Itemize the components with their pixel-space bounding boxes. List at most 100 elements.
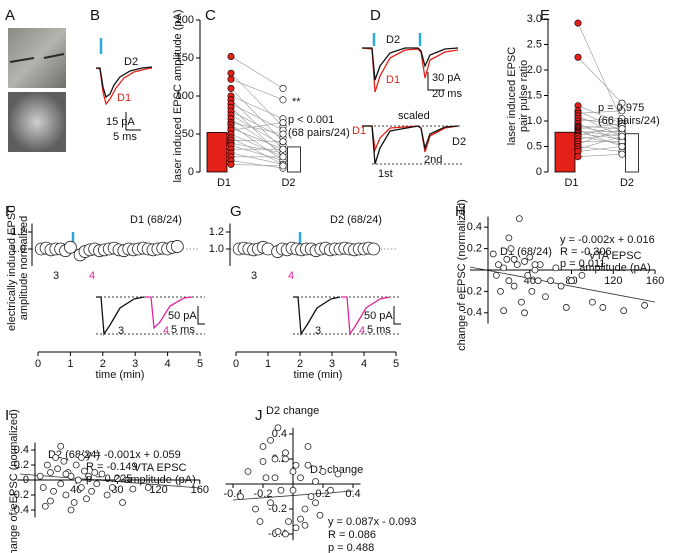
point bbox=[77, 484, 85, 491]
panel-label: H bbox=[455, 203, 466, 220]
annotation: 2nd bbox=[424, 154, 442, 166]
x-tick-label: 5 bbox=[393, 358, 399, 370]
panel-title: D2 (68/24) bbox=[330, 214, 382, 226]
bar bbox=[625, 133, 639, 173]
pair-point bbox=[618, 132, 626, 140]
pair-line bbox=[230, 79, 284, 101]
annotation: p = 0.011 bbox=[560, 258, 605, 270]
point bbox=[85, 472, 92, 480]
axis-label: D2 change bbox=[266, 405, 319, 417]
annotation: y = -0.002x + 0.016 bbox=[560, 234, 655, 246]
annotation: 50 pA bbox=[364, 310, 393, 322]
pair-line bbox=[230, 127, 284, 150]
point bbox=[641, 301, 648, 309]
point bbox=[292, 524, 300, 532]
point bbox=[252, 505, 259, 513]
point bbox=[599, 304, 607, 311]
annotation: 1st bbox=[378, 168, 393, 180]
point bbox=[515, 215, 523, 223]
point bbox=[36, 472, 44, 480]
pair-line bbox=[230, 103, 284, 131]
panel-a-images bbox=[8, 28, 66, 152]
pair-point bbox=[279, 145, 287, 153]
x-tick-label: D1 bbox=[564, 177, 578, 189]
pair-point bbox=[279, 130, 287, 138]
point bbox=[528, 287, 536, 295]
y-tick-label: 100 bbox=[176, 90, 194, 102]
bar bbox=[287, 146, 301, 173]
y-tick-label: -0.2 bbox=[268, 503, 287, 515]
point bbox=[259, 443, 267, 450]
point bbox=[301, 521, 309, 529]
point bbox=[547, 277, 555, 285]
panel-title: D2 (68/24) bbox=[48, 449, 100, 461]
point bbox=[312, 499, 319, 507]
y-tick-label: 3.0 bbox=[527, 13, 542, 25]
point bbox=[562, 304, 570, 311]
y-tick-label: 1.2 bbox=[11, 226, 26, 238]
pair-line bbox=[230, 139, 284, 142]
pair-line bbox=[577, 153, 623, 157]
point bbox=[521, 309, 528, 317]
point bbox=[316, 511, 324, 519]
point bbox=[41, 502, 49, 510]
point bbox=[304, 461, 312, 469]
point bbox=[534, 277, 542, 285]
panel-label: I bbox=[5, 407, 9, 424]
point bbox=[262, 474, 270, 482]
annotation: 3 bbox=[251, 270, 257, 282]
x-tick-label: D2 bbox=[620, 177, 634, 189]
annotation: (66 pairs/24) bbox=[598, 115, 660, 127]
pair-point bbox=[279, 153, 287, 161]
panel-label: B bbox=[90, 7, 100, 24]
annotation: R = -0.149 bbox=[86, 461, 138, 473]
panel-label: C bbox=[205, 7, 216, 24]
panel-label: D bbox=[370, 7, 381, 24]
y-tick-label: 1.5 bbox=[527, 89, 542, 101]
point bbox=[620, 307, 628, 315]
point bbox=[500, 264, 508, 272]
x-tick-label: D1 bbox=[217, 177, 231, 189]
point bbox=[292, 461, 300, 469]
y-tick-label: -0.2 bbox=[10, 489, 29, 501]
point bbox=[83, 495, 90, 503]
point bbox=[327, 486, 334, 494]
pair-point bbox=[574, 19, 582, 27]
annotation: D2 bbox=[124, 56, 138, 68]
annotation: (68 pairs/24) bbox=[288, 127, 350, 139]
point bbox=[285, 518, 292, 525]
y-tick-label: 200 bbox=[176, 14, 194, 26]
annotation: p < 0.001 bbox=[288, 114, 334, 126]
y-tick-label: -0.2 bbox=[463, 285, 482, 297]
panel-label: G bbox=[230, 203, 242, 220]
point bbox=[367, 242, 381, 256]
x-tick-label: 0.4 bbox=[345, 488, 360, 500]
x-tick-label: 4 bbox=[165, 358, 171, 370]
axis-label: amplitude (pA) bbox=[124, 474, 196, 486]
x-tick-label: 0 bbox=[35, 358, 41, 370]
annotation: p = 0.975 bbox=[598, 102, 644, 114]
annotation: 4 bbox=[288, 270, 294, 282]
pair-line bbox=[230, 142, 284, 154]
point bbox=[542, 293, 549, 301]
pair-line bbox=[577, 57, 623, 104]
pair-line bbox=[230, 133, 284, 158]
panel-title: D1 (68/24) bbox=[130, 214, 182, 226]
pair-point bbox=[574, 53, 582, 61]
axis-label: amplitude (pA) bbox=[579, 262, 651, 274]
y-tick-label: 50 bbox=[182, 128, 194, 140]
panel-label: F bbox=[5, 203, 14, 220]
point bbox=[307, 493, 315, 500]
pair-line bbox=[577, 125, 623, 129]
point bbox=[503, 255, 511, 263]
y-tick-label: 1.2 bbox=[209, 226, 224, 238]
pair-point bbox=[618, 99, 626, 107]
x-tick-label: D2 bbox=[281, 177, 295, 189]
annotation: 4 bbox=[359, 325, 365, 337]
point bbox=[312, 478, 319, 485]
pair-point bbox=[618, 107, 626, 115]
pair-point bbox=[227, 75, 235, 83]
axis-label: VTA EPSC bbox=[134, 462, 187, 474]
point bbox=[510, 282, 518, 290]
point bbox=[526, 253, 534, 261]
